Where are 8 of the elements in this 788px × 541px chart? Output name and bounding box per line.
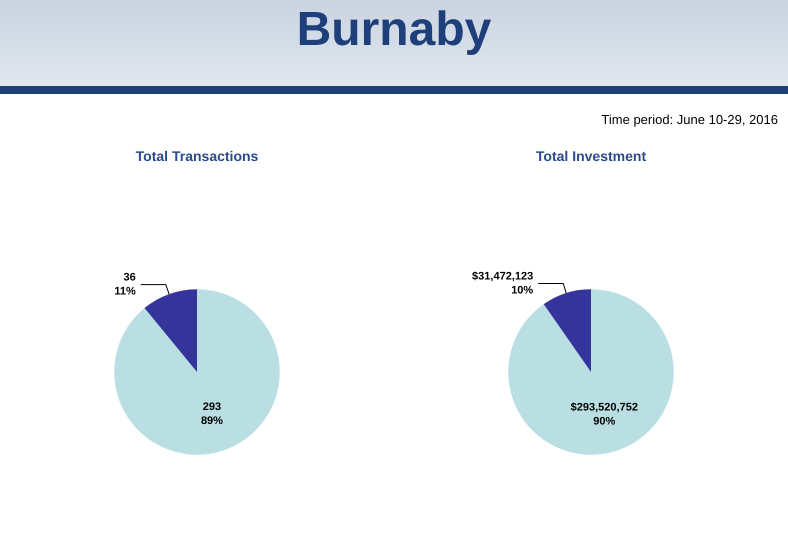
chart-title: Total Investment bbox=[536, 148, 646, 164]
data-label: 293 89% bbox=[200, 400, 224, 427]
text: Time period: June 10-29, 2016 bbox=[601, 112, 778, 127]
chart-title: Total Transactions bbox=[136, 148, 259, 164]
data-label: 36 11% bbox=[114, 272, 136, 298]
data-label: $293,520,752 90% bbox=[570, 401, 638, 428]
text: Burnaby bbox=[296, 2, 492, 58]
data-label: $31,472,123 10% bbox=[472, 270, 534, 297]
